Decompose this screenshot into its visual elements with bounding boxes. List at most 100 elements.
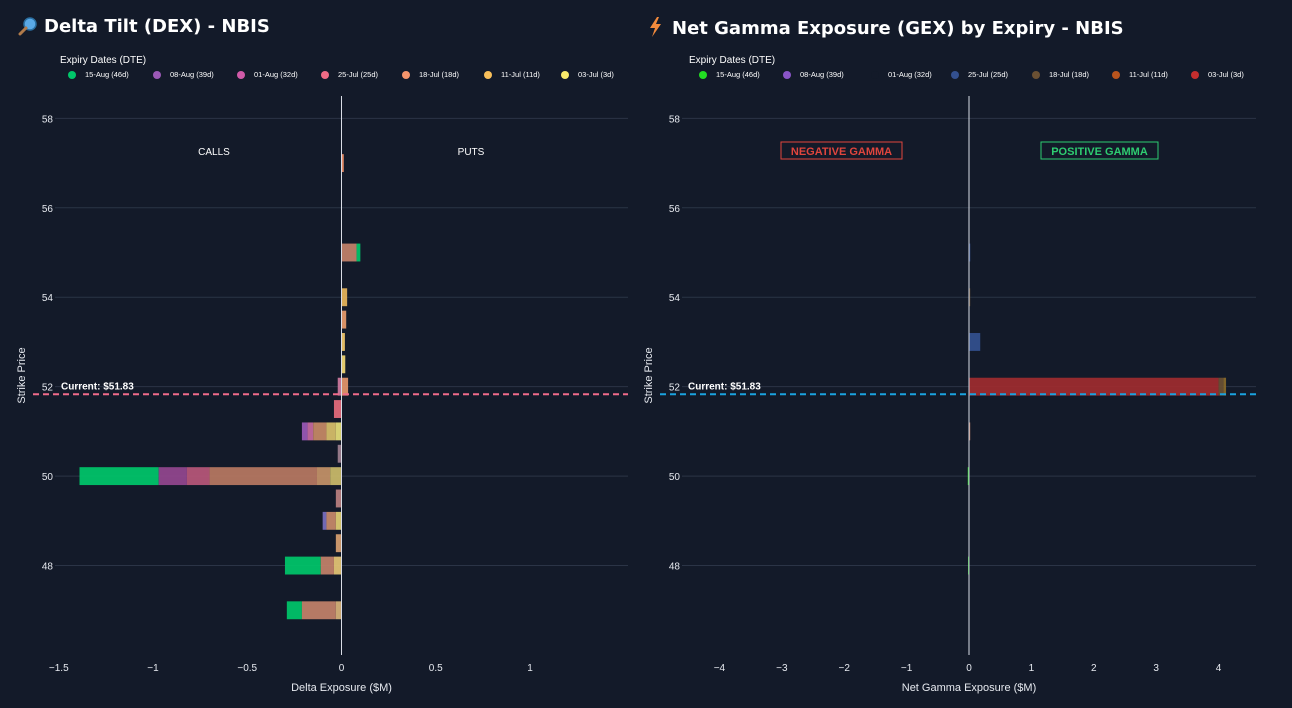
bar-segment [301, 422, 308, 441]
bar-segment [335, 534, 342, 553]
bar-segment [286, 601, 302, 620]
bar-segment [341, 355, 346, 374]
legend-marker [1032, 71, 1040, 80]
positive-gamma-box [1040, 141, 1159, 160]
bar-segment [341, 154, 344, 173]
x-axis-title: Net Gamma Exposure ($M) [902, 682, 1036, 694]
bar-segment [969, 377, 1219, 396]
legend-marker [871, 71, 879, 80]
legend-item[interactable]: 15-Aug (46d) [68, 70, 129, 80]
legend-item[interactable]: 03-Jul (3d) [1191, 70, 1244, 80]
y-axis-title: Strike Price [643, 347, 655, 403]
x-tick-label: −1 [901, 663, 913, 674]
bar-segment [335, 511, 342, 530]
legend-marker [561, 71, 569, 80]
x-tick-label: 0 [966, 663, 972, 674]
legend-marker [1191, 71, 1199, 80]
bar-segment [209, 467, 317, 486]
magnifier-icon [18, 12, 40, 37]
x-tick-label: −4 [714, 663, 726, 674]
x-tick-label: −1.5 [49, 663, 69, 674]
legend-item[interactable]: 25-Jul (25d) [321, 70, 378, 80]
legend-item[interactable]: 11-Jul (11d) [484, 70, 540, 80]
y-tick-label: 50 [669, 472, 681, 483]
y-tick-label: 52 [42, 383, 54, 394]
bar-segment [341, 333, 345, 351]
bar-segment [284, 556, 321, 575]
calls-annotation: CALLS [198, 147, 230, 158]
bar-segment [969, 422, 971, 441]
bar-segment [335, 422, 342, 441]
x-tick-label: 3 [1153, 663, 1159, 674]
current-price-label: Current: $51.83 [688, 381, 761, 392]
gex-panel: Net Gamma Exposure (GEX) by Expiry - NBI… [646, 0, 1292, 708]
bar-segment [313, 422, 327, 441]
legend-item[interactable]: 18-Jul (18d) [1032, 70, 1089, 80]
legend-marker [153, 71, 161, 80]
x-tick-label: −2 [839, 663, 851, 674]
x-tick-label: −3 [776, 663, 788, 674]
bar-segment [969, 333, 981, 351]
y-tick-label: 58 [669, 114, 681, 125]
positive-gamma-label: POSITIVE GAMMA [1051, 146, 1148, 158]
legend-item[interactable]: 08-Aug (39d) [783, 70, 844, 80]
legend-marker [1112, 71, 1120, 80]
bar-segment [330, 467, 342, 486]
legend-marker [783, 71, 791, 80]
legend-item[interactable]: 18-Jul (18d) [402, 70, 459, 80]
y-tick-label: 50 [42, 472, 54, 483]
bar-segment [333, 556, 342, 575]
bar-segment [301, 601, 336, 620]
legend-item[interactable]: 01-Aug (32d) [871, 70, 932, 80]
legend-item[interactable]: 15-Aug (46d) [699, 70, 760, 80]
bar-segment [967, 467, 969, 486]
gex-title: Net Gamma Exposure (GEX) by Expiry - NBI… [646, 12, 1124, 39]
bar-segment [1218, 377, 1224, 396]
x-axis-title: Delta Exposure ($M) [291, 682, 392, 694]
dex-title: Delta Tilt (DEX) - NBIS [18, 12, 270, 37]
legend-marker [237, 71, 245, 80]
negative-gamma-label: NEGATIVE GAMMA [791, 146, 892, 158]
legend-marker [951, 71, 959, 80]
bar-segment [337, 377, 342, 396]
bar-segment [158, 467, 187, 486]
dex-legend-title: Expiry Dates (DTE) [60, 55, 147, 66]
y-tick-label: 54 [42, 293, 54, 304]
legend-marker [321, 71, 329, 80]
y-tick-label: 52 [669, 383, 681, 394]
y-tick-label: 48 [42, 562, 54, 573]
bar-segment [320, 556, 334, 575]
bar-segment [186, 467, 210, 486]
y-tick-label: 54 [669, 293, 681, 304]
legend-marker [402, 71, 410, 80]
legend-item[interactable]: 25-Jul (25d) [951, 70, 1008, 80]
x-tick-label: 0.5 [429, 663, 443, 674]
x-tick-label: −1 [147, 663, 159, 674]
legend-item[interactable]: 03-Jul (3d) [561, 70, 614, 80]
puts-annotation: PUTS [458, 147, 485, 158]
dex-panel: Delta Tilt (DEX) - NBIS Expiry Dates (DT… [18, 12, 614, 80]
x-tick-label: 4 [1216, 663, 1222, 674]
legend-item[interactable]: 01-Aug (32d) [237, 70, 298, 80]
bar-segment [341, 310, 347, 329]
bar-segment [969, 243, 971, 262]
bar-segment [341, 288, 348, 307]
bar-segment [326, 422, 336, 441]
legend-marker [699, 71, 707, 80]
y-tick-label: 48 [669, 562, 681, 573]
legend-marker [484, 71, 492, 80]
bar-segment [341, 243, 357, 262]
bar-segment [316, 467, 331, 486]
y-tick-label: 56 [42, 204, 54, 215]
bar-segment [307, 422, 314, 441]
legend-item[interactable]: 08-Aug (39d) [153, 70, 214, 80]
x-tick-label: 0 [339, 663, 345, 674]
bar-segment [356, 243, 361, 262]
bar-segment [326, 511, 336, 530]
bar-segment [337, 444, 342, 463]
current-price-label: Current: $51.83 [61, 381, 134, 392]
bar-segment [79, 467, 159, 486]
legend-item[interactable]: 11-Jul (11d) [1112, 70, 1168, 80]
bar-segment [341, 377, 349, 396]
